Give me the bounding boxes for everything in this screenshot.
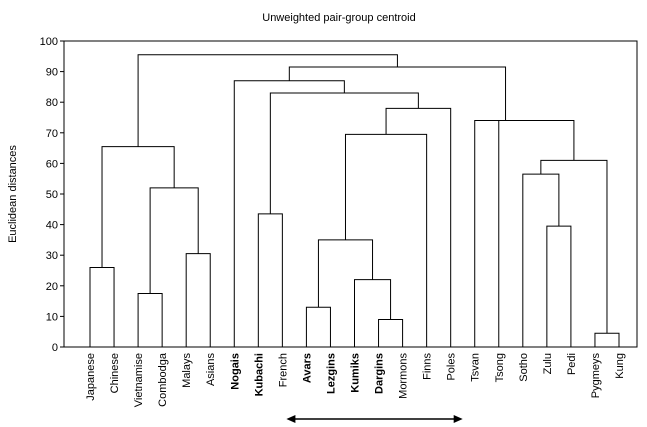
y-tick-label: 90 — [46, 67, 58, 79]
leaf-label: Mormons — [398, 353, 410, 399]
leaf-label: Pygmeys — [590, 353, 602, 399]
dendrogram-link — [137, 54, 398, 147]
dendrogram-link — [344, 133, 428, 347]
leaf-label: Lezgins — [325, 353, 337, 394]
y-tick-label: 100 — [40, 36, 58, 48]
y-tick-label: 50 — [46, 189, 58, 201]
arrow-head-left — [286, 415, 296, 423]
leaf-label: Kung — [614, 353, 626, 379]
dendrogram-link — [257, 213, 283, 347]
y-tick-label: 30 — [46, 250, 58, 262]
dendrogram-link — [498, 120, 575, 347]
y-tick-label: 80 — [46, 97, 58, 109]
leaf-label: Malays — [181, 353, 193, 388]
dendrogram-link — [474, 120, 537, 347]
leaf-label: Japanese — [85, 353, 97, 401]
y-tick-label: 0 — [52, 342, 58, 354]
range-annotation — [286, 415, 463, 423]
dendrogram-link — [101, 146, 175, 268]
dendrogram-link — [89, 266, 115, 347]
dendrogram-link — [305, 306, 331, 347]
dendrogram-link — [149, 187, 199, 294]
leaf-label: Pedi — [566, 353, 578, 375]
chart-title: Unweighted pair-group centroid — [262, 12, 415, 24]
y-axis-label: Euclidean distances — [7, 145, 19, 243]
leaf-label: Kumiks — [350, 353, 362, 393]
leaf-label: Vietnamise — [133, 353, 145, 407]
dendrogram-link — [378, 318, 404, 347]
leaf-label: French — [277, 353, 289, 387]
y-tick-label: 20 — [46, 281, 58, 293]
dendrogram-link — [594, 332, 620, 347]
leaf-label: Kubachi — [253, 353, 265, 396]
y-tick-label: 70 — [46, 128, 58, 140]
y-tick-label: 10 — [46, 311, 58, 323]
leaf-label: Dargins — [374, 353, 386, 394]
dendrogram-link — [269, 92, 419, 214]
leaf-label: Avars — [301, 353, 313, 383]
dendrogram-link — [288, 66, 507, 121]
y-tick-label: 40 — [46, 220, 58, 232]
dendrogram-link — [540, 159, 608, 334]
leaf-label: Poles — [446, 353, 458, 381]
dendrogram-link — [317, 239, 374, 308]
leaf-label: Tsong — [494, 353, 506, 382]
leaf-labels: Japanese Chinese Vietnamise Combodga Malays A… — [85, 352, 626, 407]
dendrogram-link — [137, 292, 163, 347]
leaf-label: Tsvan — [470, 353, 482, 382]
leaf-label: Zulu — [542, 353, 554, 374]
leaf-label: Sotho — [518, 353, 530, 382]
leaf-label: Chinese — [109, 353, 121, 393]
dendrogram-link — [385, 107, 452, 347]
y-axis: 0 10 20 30 40 50 60 70 80 90 100 — [40, 36, 64, 354]
leaf-label: Nogais — [229, 353, 241, 390]
dendrogram-link — [546, 225, 572, 347]
leaf-label: Finns — [422, 353, 434, 380]
dendrogram-link — [185, 253, 211, 347]
arrow-head-right — [453, 415, 463, 423]
leaf-label: Combodga — [157, 352, 169, 407]
dendrogram-link — [354, 279, 392, 347]
dendrogram-link — [522, 173, 560, 347]
y-tick-label: 60 — [46, 158, 58, 170]
leaf-label: Asians — [205, 353, 217, 387]
dendrogram-links — [89, 54, 620, 347]
